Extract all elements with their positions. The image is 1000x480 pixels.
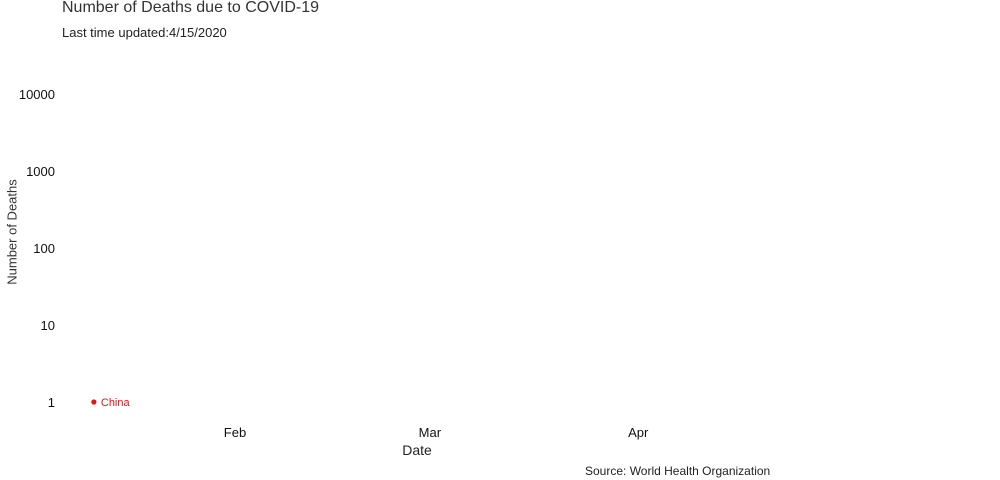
- source-note: Source: World Health Organization: [585, 464, 771, 478]
- x-tick-label: Feb: [224, 425, 246, 440]
- x-tick-label: Apr: [628, 425, 649, 440]
- y-tick-label: 1000: [26, 164, 55, 179]
- chart-title: Number of Deaths due to COVID-19: [62, 0, 320, 16]
- y-tick-label: 1: [48, 395, 55, 410]
- y-tick-label: 10000: [19, 87, 55, 102]
- series-label: China: [101, 397, 131, 409]
- data-point: [91, 399, 97, 405]
- y-tick-label: 100: [33, 241, 55, 256]
- x-axis-label: Date: [402, 442, 432, 458]
- y-tick-label: 10: [41, 318, 55, 333]
- x-tick-label: Mar: [419, 425, 442, 440]
- chart-subtitle: Last time updated:4/15/2020: [62, 25, 227, 40]
